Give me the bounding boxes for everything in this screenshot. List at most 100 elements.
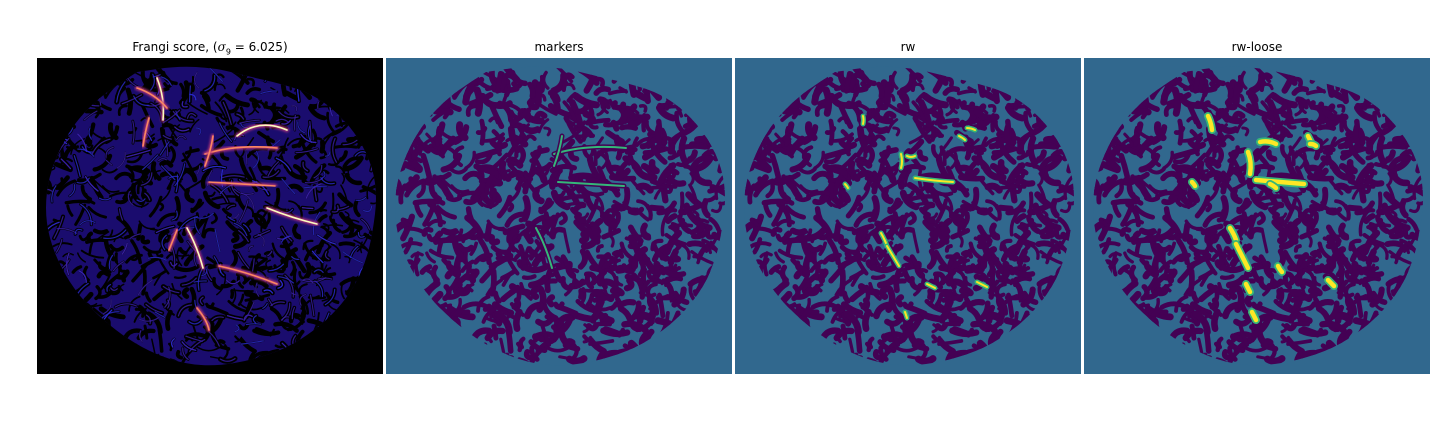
weak-ridge	[342, 251, 364, 264]
texture-blob	[1009, 163, 1022, 181]
dark-gap	[272, 187, 281, 211]
dark-gap	[165, 309, 173, 331]
texture-blob	[1040, 225, 1061, 240]
texture-blob	[1230, 176, 1254, 193]
texture-blob	[609, 286, 625, 297]
texture-blob	[1159, 301, 1186, 310]
texture-blob	[640, 231, 652, 241]
texture-blob	[1109, 144, 1122, 160]
texture-blob	[907, 211, 917, 226]
dark-gap	[243, 289, 255, 299]
texture-blob	[650, 275, 677, 285]
texture-blob	[1028, 143, 1057, 151]
texture-blob	[1264, 91, 1276, 103]
texture-blob	[765, 182, 775, 199]
weak-ridge	[281, 316, 290, 321]
texture-blob	[593, 86, 612, 96]
texture-blob	[1384, 240, 1404, 248]
texture-blob	[489, 139, 509, 150]
texture-blob	[782, 135, 792, 148]
texture-blob	[1285, 121, 1297, 130]
texture-blob	[1291, 149, 1296, 167]
texture-blob	[1315, 327, 1323, 338]
dark-gap	[218, 92, 228, 102]
texture-blob	[837, 116, 849, 125]
dark-gap	[270, 87, 279, 93]
texture-blob	[1273, 100, 1289, 115]
weak-ridge	[254, 230, 271, 238]
texture-blob	[1134, 239, 1142, 256]
weak-ridge	[237, 251, 250, 269]
texture-blob	[1020, 286, 1036, 308]
texture-blob	[1358, 163, 1371, 181]
texture-blob	[1271, 202, 1285, 212]
texture-blob	[873, 301, 893, 320]
dark-gap	[132, 202, 149, 208]
texture-blob	[655, 104, 677, 122]
dark-gap	[269, 328, 275, 337]
texture-blob	[563, 115, 576, 127]
texture-blob	[1010, 136, 1022, 145]
texture-blob	[985, 311, 1000, 325]
dark-gap	[302, 239, 314, 251]
texture-blob	[527, 81, 536, 99]
texture-blob	[993, 119, 1005, 135]
weak-ridge	[302, 277, 327, 283]
weak-ridge	[229, 213, 240, 219]
dark-gap	[153, 169, 161, 181]
dark-gap	[161, 303, 175, 316]
texture-blob	[1348, 275, 1375, 285]
texture-blob	[999, 184, 1027, 190]
weak-ridge	[222, 101, 232, 125]
texture-blob	[430, 264, 440, 283]
texture-blob	[774, 171, 801, 183]
texture-blob	[782, 143, 793, 152]
texture-blob	[441, 257, 462, 275]
dark-gap	[62, 252, 74, 258]
texture-blob	[616, 298, 637, 309]
texture-blob	[1110, 198, 1139, 206]
texture-blob	[456, 121, 469, 142]
texture-blob	[770, 226, 783, 237]
texture-blob	[1338, 231, 1350, 241]
texture-blob	[632, 89, 650, 103]
texture-blob	[857, 283, 881, 297]
texture-blob	[1335, 259, 1344, 278]
texture-blob	[663, 229, 683, 256]
dark-gap	[230, 231, 240, 244]
texture-blob	[402, 174, 420, 191]
dark-gap	[257, 161, 266, 177]
texture-blob	[1325, 206, 1343, 216]
texture-blob	[627, 206, 645, 216]
texture-blob	[575, 298, 597, 314]
dark-gap	[294, 316, 304, 325]
dark-gap	[256, 209, 267, 215]
texture-blob	[1226, 339, 1246, 354]
dark-gap	[283, 247, 299, 269]
weak-ridge	[227, 204, 236, 209]
texture-blob	[945, 254, 967, 262]
rw-loose-segment	[1307, 141, 1319, 149]
texture-blob	[785, 239, 793, 256]
dark-gap	[125, 253, 143, 264]
dark-gap	[146, 71, 154, 93]
dark-gap	[96, 270, 110, 279]
rw-panel-title: rw	[900, 40, 916, 54]
dark-gap	[229, 249, 238, 269]
texture-blob	[932, 271, 947, 284]
texture-blob	[582, 110, 596, 123]
texture-blob	[1346, 159, 1358, 175]
dark-gap	[199, 104, 223, 118]
texture-blob	[488, 116, 500, 125]
texture-blob	[1300, 99, 1309, 110]
texture-blob	[877, 339, 897, 354]
weak-ridge	[293, 114, 296, 131]
rw-segment	[844, 183, 849, 189]
dark-gap	[317, 214, 328, 224]
texture-blob	[881, 333, 904, 345]
dark-gap	[108, 122, 119, 141]
dark-gap	[184, 188, 195, 204]
dark-gap	[227, 129, 237, 138]
texture-blob	[543, 126, 552, 137]
texture-blob	[1286, 339, 1313, 346]
